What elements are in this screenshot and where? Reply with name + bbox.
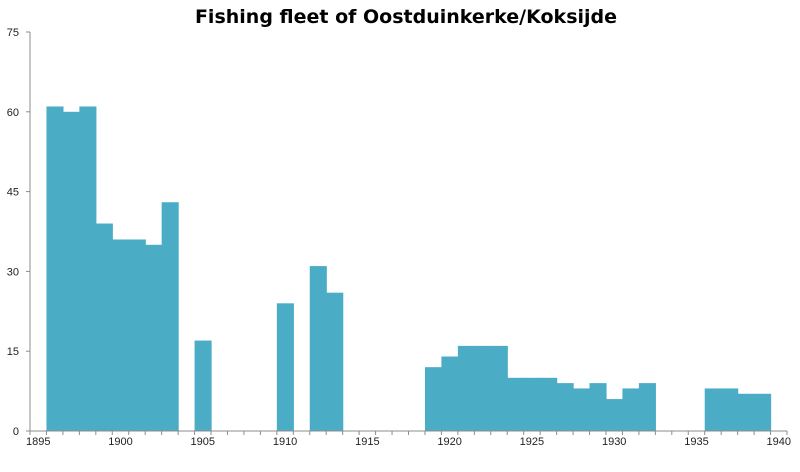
bar-1920 bbox=[441, 356, 459, 431]
bar-1912 bbox=[309, 266, 327, 431]
x-tick-label: 1895 bbox=[26, 436, 50, 448]
bar-1910 bbox=[276, 303, 294, 431]
y-axis: 0 15 30 45 60 75 bbox=[7, 27, 31, 438]
bar-1921 bbox=[457, 345, 475, 431]
bar-1938 bbox=[737, 393, 755, 431]
y-tick-label: 60 bbox=[7, 107, 19, 119]
y-tick-label: 15 bbox=[7, 346, 19, 358]
x-tick-label: 1915 bbox=[355, 436, 379, 448]
bars-group bbox=[46, 106, 772, 432]
y-tick-label: 75 bbox=[7, 27, 19, 39]
bar-1929 bbox=[589, 383, 607, 431]
chart-title: Fishing fleet of Oostduinkerke/Koksijde bbox=[194, 6, 618, 28]
bar-1931 bbox=[622, 388, 640, 431]
bar-1927 bbox=[556, 383, 574, 431]
bar-1896 bbox=[46, 106, 64, 431]
bar-1932 bbox=[638, 383, 656, 431]
x-tick-label: 1920 bbox=[437, 436, 461, 448]
bar-1902 bbox=[145, 244, 163, 431]
bar-1905 bbox=[194, 340, 212, 431]
bar-1928 bbox=[573, 388, 591, 431]
bar-1925 bbox=[523, 377, 541, 431]
x-tick-label: 1905 bbox=[191, 436, 215, 448]
bar-1936 bbox=[704, 388, 722, 431]
bar-1897 bbox=[62, 111, 80, 432]
bar-1901 bbox=[128, 239, 146, 431]
x-tick-label: 1935 bbox=[684, 436, 708, 448]
bar-1900 bbox=[112, 239, 130, 431]
y-tick-label: 45 bbox=[7, 187, 19, 199]
x-tick-label: 1910 bbox=[273, 436, 297, 448]
x-tick-label: 1930 bbox=[602, 436, 626, 448]
x-tick-label: 1925 bbox=[520, 436, 544, 448]
bar-1924 bbox=[507, 377, 525, 431]
bar-1919 bbox=[424, 367, 443, 431]
bar-1930 bbox=[605, 399, 624, 431]
x-tick-label: 1900 bbox=[108, 436, 132, 448]
x-axis: 1895 1900 1905 1910 1915 1920 1925 1930 1935 1940 bbox=[26, 430, 791, 448]
bar-1898 bbox=[79, 106, 97, 431]
bar-1903 bbox=[161, 202, 179, 431]
bar-1922 bbox=[474, 345, 492, 431]
x-tick-label: 1940 bbox=[767, 436, 791, 448]
bar-1899 bbox=[95, 223, 113, 431]
bar-1937 bbox=[721, 388, 739, 431]
y-tick-label: 30 bbox=[7, 266, 19, 278]
bar-1913 bbox=[326, 292, 344, 431]
bar-1926 bbox=[540, 377, 558, 431]
y-tick-label: 0 bbox=[13, 426, 19, 438]
bar-1939 bbox=[754, 393, 772, 431]
bar-1923 bbox=[490, 345, 508, 431]
